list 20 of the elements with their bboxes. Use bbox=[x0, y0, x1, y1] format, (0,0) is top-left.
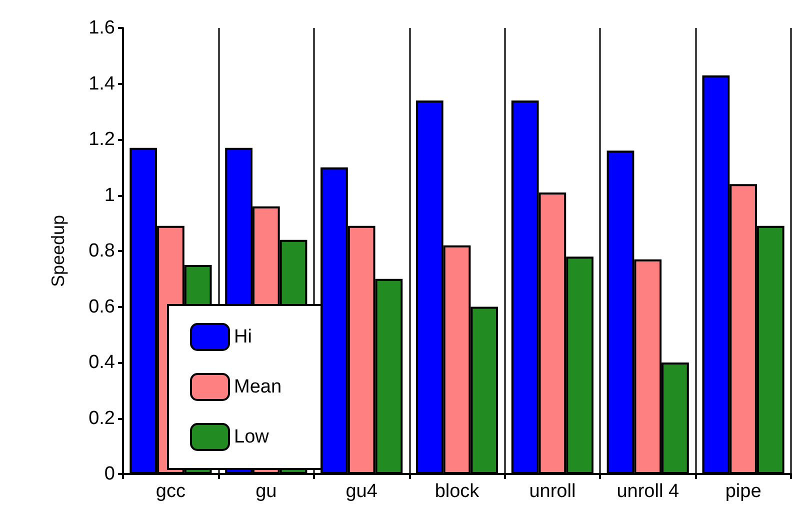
x-tick-label: unroll bbox=[529, 481, 576, 502]
y-tick-label: 0.4 bbox=[88, 352, 116, 373]
y-tick-label: 1.2 bbox=[88, 129, 115, 150]
y-tick-label: 0.2 bbox=[88, 408, 115, 429]
x-tick-label: gu4 bbox=[346, 481, 378, 502]
x-tick-label: gu bbox=[256, 481, 277, 502]
x-tick-label: pipe bbox=[725, 481, 762, 502]
y-tick-label: 0.8 bbox=[88, 240, 115, 262]
y-tick-label: 1.4 bbox=[88, 73, 116, 94]
y-axis-title: Speedup bbox=[48, 214, 68, 288]
legend-label: Low bbox=[234, 426, 270, 448]
x-tick-label: block bbox=[434, 481, 480, 502]
legend-label: Mean bbox=[234, 376, 282, 398]
y-tick-label: 1.6 bbox=[88, 18, 115, 38]
y-tick-label: 0 bbox=[104, 464, 115, 484]
x-tick-label: unroll 4 bbox=[616, 481, 680, 502]
y-tick-label: 1 bbox=[104, 184, 115, 206]
x-tick-label: gcc bbox=[156, 481, 186, 502]
legend-label: Hi bbox=[234, 326, 252, 348]
y-tick-label: 0.6 bbox=[88, 296, 115, 318]
